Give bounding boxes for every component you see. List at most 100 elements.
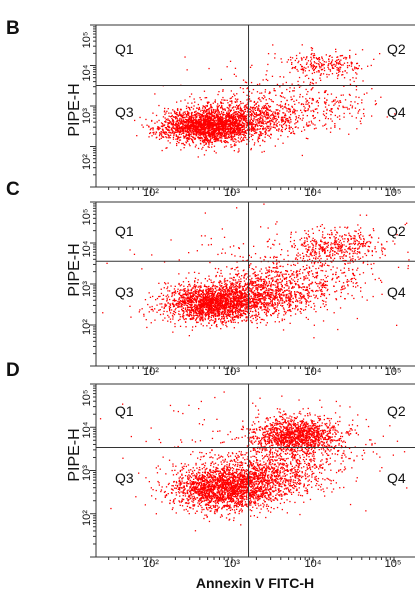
event-point	[277, 112, 279, 114]
event-point	[212, 119, 214, 121]
event-point	[241, 117, 243, 120]
event-point	[206, 141, 209, 143]
event-point	[242, 102, 244, 104]
event-point	[241, 304, 243, 306]
event-point	[217, 132, 219, 134]
event-point	[244, 110, 247, 112]
event-point	[226, 121, 228, 123]
event-point	[173, 110, 175, 112]
event-point	[248, 122, 250, 124]
event-point	[194, 146, 197, 148]
event-point	[208, 67, 210, 70]
event-point	[183, 122, 185, 124]
event-point	[281, 129, 283, 131]
event-point	[332, 99, 335, 101]
event-point	[184, 56, 186, 58]
event-point	[160, 288, 162, 290]
event-point	[158, 128, 160, 130]
event-point	[290, 99, 292, 101]
event-point	[201, 119, 203, 121]
event-point	[182, 301, 185, 303]
event-point	[233, 121, 235, 123]
event-point	[259, 132, 262, 134]
event-point	[183, 111, 185, 113]
event-point	[258, 133, 260, 136]
event-point	[200, 323, 202, 325]
event-point	[229, 109, 231, 111]
event-point	[274, 145, 276, 147]
event-point	[143, 315, 145, 317]
event-point	[224, 319, 226, 322]
event-point	[224, 132, 226, 135]
event-point	[206, 118, 208, 121]
event-point	[220, 78, 222, 81]
event-point	[263, 105, 265, 107]
event-point	[204, 293, 206, 295]
event-point	[283, 314, 285, 316]
event-point	[285, 125, 288, 127]
event-point	[186, 313, 189, 315]
event-point	[251, 108, 254, 110]
event-point	[184, 113, 187, 115]
event-point	[225, 303, 227, 305]
event-point	[329, 131, 332, 133]
event-point	[210, 287, 212, 289]
event-point	[231, 130, 233, 133]
event-point	[200, 311, 202, 313]
event-point	[210, 118, 212, 120]
event-point	[212, 127, 214, 130]
event-point	[258, 128, 260, 130]
event-point	[169, 137, 171, 139]
event-point	[205, 135, 207, 138]
event-point	[323, 101, 326, 103]
event-point	[251, 128, 253, 130]
event-point	[205, 138, 207, 140]
event-point	[138, 311, 140, 313]
event-point	[188, 292, 190, 295]
event-point	[207, 120, 209, 122]
event-point	[186, 119, 188, 122]
event-point	[231, 134, 233, 136]
event-point	[184, 293, 186, 296]
event-point	[194, 101, 196, 103]
event-point	[295, 54, 298, 57]
event-point	[226, 116, 229, 118]
event-point	[266, 108, 268, 111]
event-point	[224, 141, 226, 143]
event-point	[199, 300, 201, 302]
event-point	[195, 304, 197, 306]
event-point	[203, 134, 205, 136]
event-point	[250, 124, 252, 126]
event-point	[134, 119, 136, 122]
event-point	[193, 121, 195, 124]
event-point	[189, 309, 191, 311]
event-point	[233, 112, 235, 114]
event-point	[202, 134, 205, 136]
event-point	[235, 307, 238, 310]
event-point	[206, 325, 208, 327]
event-point	[177, 319, 180, 322]
event-point	[277, 116, 280, 119]
event-point	[185, 115, 188, 117]
event-point	[237, 140, 239, 142]
event-point	[148, 126, 150, 128]
event-point	[182, 123, 184, 125]
event-point	[200, 137, 202, 139]
event-point	[249, 121, 251, 123]
event-point	[210, 141, 212, 143]
event-point	[230, 127, 232, 129]
event-point	[194, 311, 197, 313]
event-point	[202, 317, 204, 319]
event-point	[339, 68, 341, 70]
event-point	[252, 126, 255, 128]
event-point	[187, 102, 189, 104]
event-point	[252, 115, 255, 117]
event-point	[230, 100, 233, 102]
event-point	[211, 127, 213, 129]
event-point	[320, 73, 322, 75]
event-point	[166, 310, 168, 313]
event-point	[198, 113, 200, 115]
event-point	[209, 136, 211, 138]
event-point	[221, 118, 224, 120]
event-point	[261, 115, 263, 117]
